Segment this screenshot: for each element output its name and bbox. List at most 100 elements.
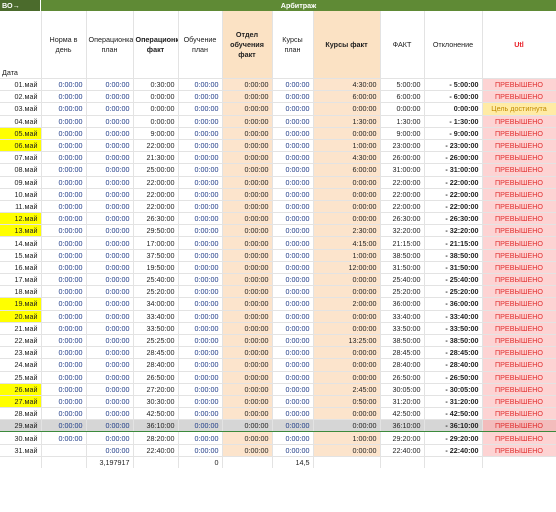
cell-train-plan[interactable]: 0:00:00 [178, 285, 223, 299]
cell-course-plan[interactable]: 0:00:00 [272, 139, 314, 153]
cell-status[interactable]: ПРЕВЫШЕНО [482, 297, 556, 311]
cell-dept-fact[interactable]: 0:00:00 [222, 419, 273, 433]
cell-fact[interactable]: 26:30:00 [380, 212, 425, 226]
cell-fact[interactable]: 21:15:00 [380, 236, 425, 250]
cell-train-plan[interactable]: 0:00:00 [178, 236, 223, 250]
cell-dev[interactable]: - 22:00:00 [424, 200, 483, 214]
cell-op-plan[interactable]: 0:00:00 [86, 249, 134, 262]
cell-train-plan[interactable]: 0:00:00 [178, 322, 223, 335]
cell-train-plan[interactable]: 0:00:00 [178, 188, 223, 201]
cell-course-fact[interactable]: 13:25:00 [313, 334, 381, 348]
cell-train-plan[interactable]: 0:00:00 [178, 200, 223, 214]
cell-date[interactable]: 13.май [0, 224, 42, 238]
cell-course-fact[interactable]: 6:00:00 [313, 163, 381, 177]
cell-op-plan[interactable]: 0:00:00 [86, 358, 134, 372]
cell-fact[interactable]: 31:00:00 [380, 163, 425, 177]
cell-course-plan[interactable]: 0:00:00 [272, 78, 314, 92]
cell-date[interactable]: 21.май [0, 322, 42, 335]
cell-dept-fact[interactable]: 0:00:00 [222, 176, 273, 189]
cell-dept-fact[interactable]: 0:00:00 [222, 407, 273, 421]
cell-status[interactable]: ПРЕВЫШЕНО [482, 163, 556, 177]
cell-dept-fact[interactable]: 0:00:00 [222, 431, 273, 445]
cell-train-plan[interactable]: 0:00:00 [178, 249, 223, 262]
cell-course-plan[interactable]: 0:00:00 [272, 200, 314, 214]
cell-course-fact[interactable]: 0:00:00 [313, 200, 381, 214]
cell-train-plan[interactable]: 0:00:00 [178, 139, 223, 153]
cell-norm[interactable]: 0:00:00 [41, 224, 87, 238]
cell-op-fact[interactable]: 37:50:00 [133, 249, 179, 262]
cell-dev[interactable]: - 30:05:00 [424, 383, 483, 396]
cell-date[interactable]: 26.май [0, 383, 42, 396]
cell-dept-fact[interactable]: 0:00:00 [222, 102, 273, 116]
cell-dept-fact[interactable]: 0:00:00 [222, 163, 273, 177]
cell-train-plan[interactable]: 0:00:00 [178, 224, 223, 238]
cell-train-plan[interactable]: 0:00:00 [178, 346, 223, 360]
cell-date[interactable]: 08.май [0, 163, 42, 177]
cell-fact[interactable]: 30:05:00 [380, 383, 425, 396]
cell-dev[interactable]: - 21:15:00 [424, 236, 483, 250]
header-norm[interactable]: Норма в день [41, 11, 87, 79]
cell-date[interactable]: 01.май [0, 78, 42, 92]
cell-fact[interactable]: 23:00:00 [380, 139, 425, 153]
total-empty-cell[interactable] [222, 456, 273, 468]
cell-norm[interactable]: 0:00:00 [41, 297, 87, 311]
cell-norm[interactable]: 0:00:00 [41, 90, 87, 104]
cell-course-plan[interactable]: 0:00:00 [272, 310, 314, 323]
cell-norm[interactable]: 0:00:00 [41, 371, 87, 384]
cell-course-fact[interactable]: 1:00:00 [313, 431, 381, 445]
cell-date[interactable]: 16.май [0, 261, 42, 275]
cell-status[interactable]: ПРЕВЫШЕНО [482, 371, 556, 384]
cell-op-plan[interactable]: 0:00:00 [86, 407, 134, 421]
cell-op-plan[interactable]: 0:00:00 [86, 102, 134, 116]
cell-status[interactable]: ПРЕВЫШЕНО [482, 395, 556, 409]
cell-date[interactable]: 22.май [0, 334, 42, 348]
cell-status[interactable]: ПРЕВЫШЕНО [482, 90, 556, 104]
cell-course-plan[interactable]: 0:00:00 [272, 419, 314, 433]
cell-fact[interactable]: 36:10:00 [380, 419, 425, 433]
cell-course-fact[interactable]: 4:30:00 [313, 151, 381, 165]
cell-dev[interactable]: - 31:20:00 [424, 395, 483, 409]
cell-course-plan[interactable]: 0:00:00 [272, 346, 314, 360]
cell-dev[interactable]: - 22:40:00 [424, 444, 483, 457]
cell-dept-fact[interactable]: 0:00:00 [222, 151, 273, 165]
cell-course-plan[interactable]: 0:00:00 [272, 383, 314, 396]
cell-op-fact[interactable]: 25:00:00 [133, 163, 179, 177]
total-empty-cell[interactable] [313, 456, 381, 468]
cell-status[interactable]: ПРЕВЫШЕНО [482, 188, 556, 201]
cell-op-fact[interactable]: 0:00:00 [133, 115, 179, 128]
cell-op-fact[interactable]: 34:00:00 [133, 297, 179, 311]
cell-op-fact[interactable]: 0:30:00 [133, 78, 179, 92]
cell-dept-fact[interactable]: 0:00:00 [222, 78, 273, 92]
cell-date[interactable]: 02.май [0, 90, 42, 104]
cell-status[interactable]: ПРЕВЫШЕНО [482, 127, 556, 140]
cell-date[interactable]: 28.май [0, 407, 42, 421]
header-op-fact[interactable]: Операционка факт [133, 11, 179, 79]
total-empty-cell[interactable] [41, 456, 87, 468]
cell-status[interactable]: ПРЕВЫШЕНО [482, 334, 556, 348]
cell-dept-fact[interactable]: 0:00:00 [222, 358, 273, 372]
cell-course-fact[interactable]: 0:50:00 [313, 395, 381, 409]
cell-course-fact[interactable]: 4:30:00 [313, 78, 381, 92]
header-fact[interactable]: ФАКТ [380, 11, 425, 79]
cell-course-fact[interactable]: 0:00:00 [313, 444, 381, 457]
cell-status[interactable]: ПРЕВЫШЕНО [482, 236, 556, 250]
cell-course-plan[interactable]: 0:00:00 [272, 102, 314, 116]
cell-fact[interactable]: 32:20:00 [380, 224, 425, 238]
cell-course-fact[interactable]: 0:00:00 [313, 127, 381, 140]
cell-fact[interactable]: 31:50:00 [380, 261, 425, 275]
cell-train-plan[interactable]: 0:00:00 [178, 358, 223, 372]
cell-fact[interactable]: 42:50:00 [380, 407, 425, 421]
cell-dept-fact[interactable]: 0:00:00 [222, 346, 273, 360]
cell-fact[interactable]: 22:00:00 [380, 188, 425, 201]
header-course-fact[interactable]: Курсы факт [313, 11, 381, 79]
cell-dept-fact[interactable]: 0:00:00 [222, 236, 273, 250]
cell-course-plan[interactable]: 0:00:00 [272, 90, 314, 104]
cell-date[interactable]: 14.май [0, 236, 42, 250]
cell-course-plan[interactable]: 0:00:00 [272, 358, 314, 372]
cell-status[interactable]: ПРЕВЫШЕНО [482, 200, 556, 214]
cell-op-plan[interactable]: 0:00:00 [86, 371, 134, 384]
cell-fact[interactable]: 5:00:00 [380, 78, 425, 92]
cell-norm[interactable]: 0:00:00 [41, 334, 87, 348]
cell-op-fact[interactable]: 33:50:00 [133, 322, 179, 335]
cell-op-plan[interactable]: 0:00:00 [86, 395, 134, 409]
